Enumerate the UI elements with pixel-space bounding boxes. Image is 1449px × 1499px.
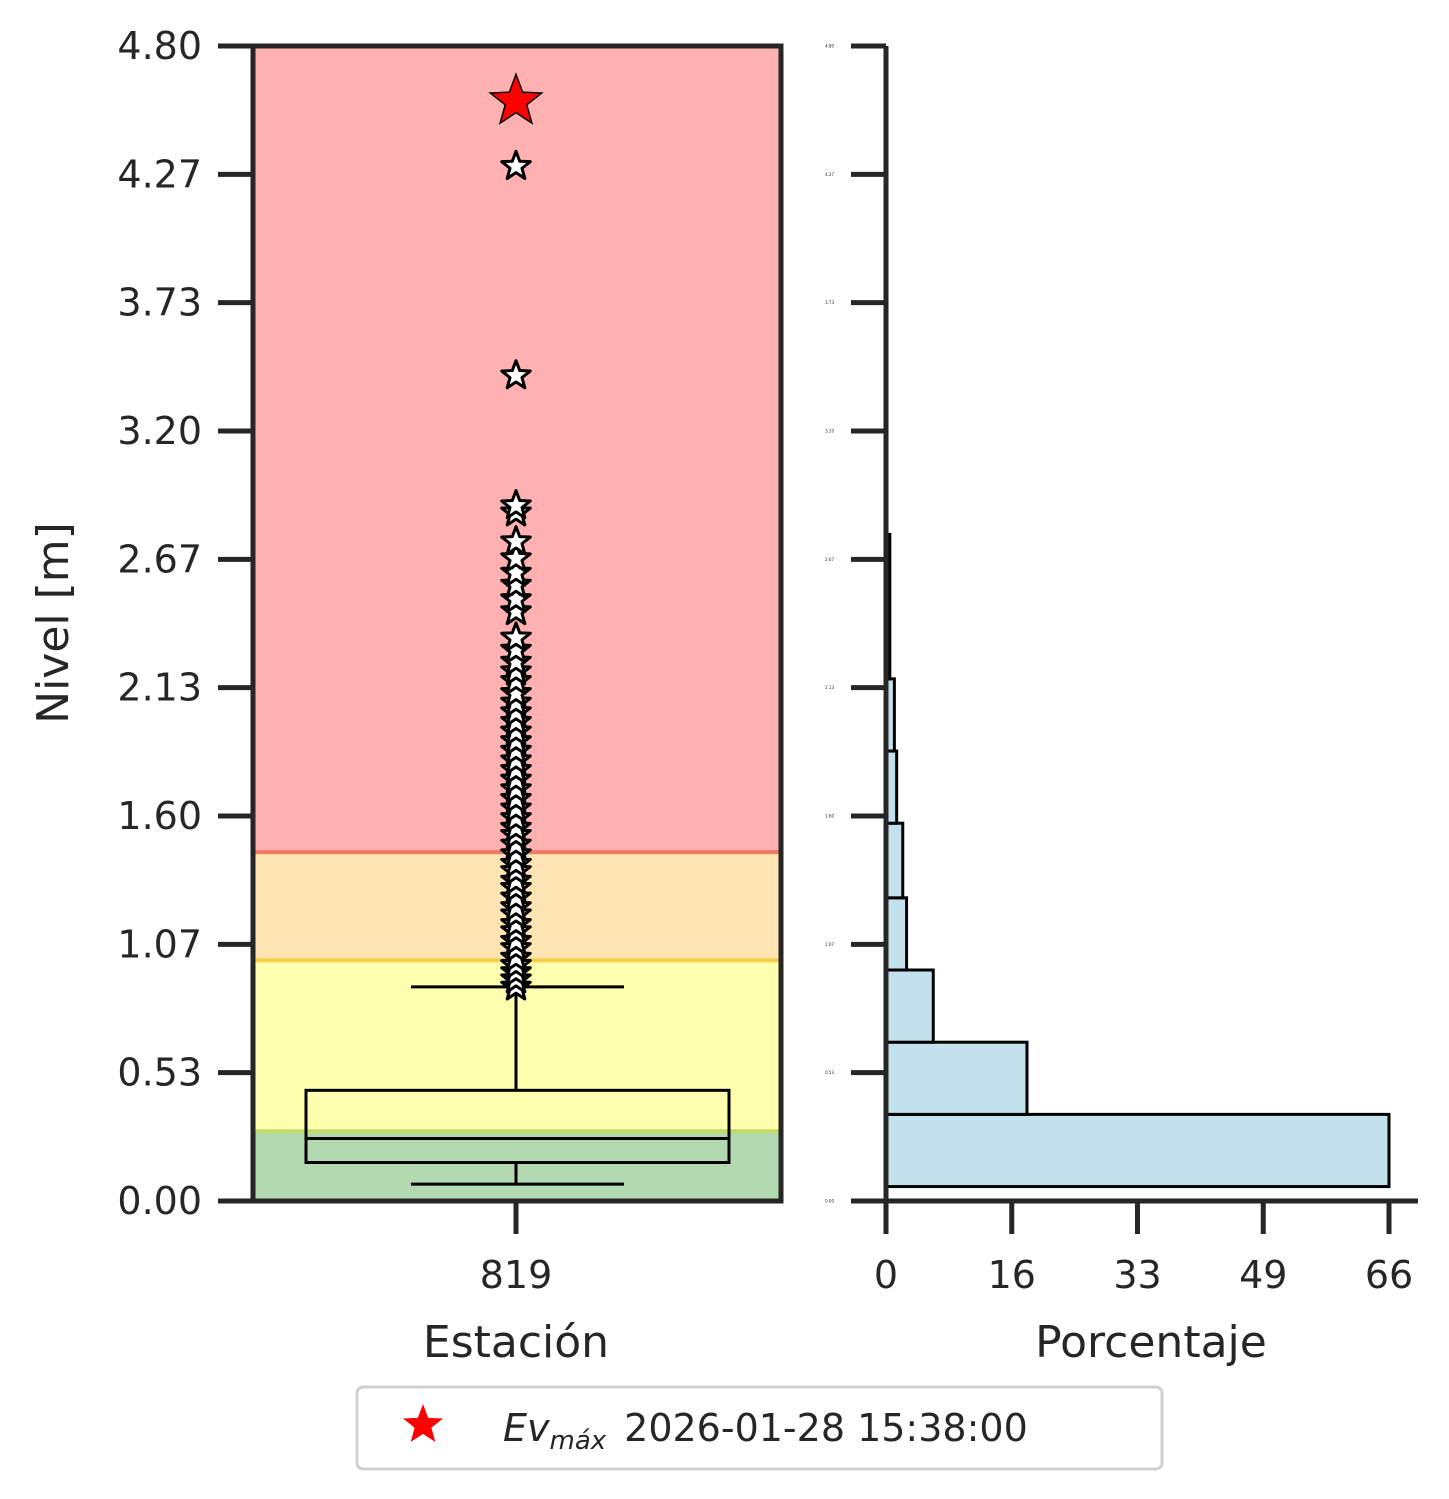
outlier-point-31 [500,696,532,727]
outlier-point-16 [500,838,532,869]
outlier-point-26 [500,744,532,775]
histogram-y-tick-label-2: 1.07 [825,942,834,947]
legend-label-base: Ev [503,1406,550,1450]
y-tick-label-5: 2.67 [117,537,202,581]
histogram-bar-3 [884,896,909,972]
histogram-x-tick-label-2: 33 [1113,1253,1161,1297]
histogram-panel: 0.00 0.53 1.07 1.60 2.13 2.67 3.20 3.73 4.27 4.80… [825,43,1418,1297]
outlier-point-15 [500,847,532,878]
outlier-point-13 [500,864,532,895]
outlier-point-29 [500,715,532,746]
histogram-y-tick-label-3: 1.60 [825,814,834,819]
iqr-box [304,1088,731,1164]
legend-frame [355,1385,1164,1471]
y-tick-label-2: 1.07 [117,922,202,966]
histogram-x-tick-label-0: 0 [874,1253,898,1297]
y-tick-label-4: 2.13 [117,666,202,710]
outlier-point-19 [500,811,532,842]
legend-label-date: 2026-01-28 15:38:00 [624,1406,1028,1450]
histogram-bar-2 [884,968,935,1044]
outlier-point-4 [500,941,532,972]
outlier-point-48 [500,149,532,180]
histogram-y-tick-label-5: 2.67 [825,557,834,562]
legend-label-sub: máx [550,1426,607,1456]
outlier-point-34 [500,664,532,695]
outlier-point-17 [500,828,532,859]
outlier-point-37 [500,633,532,664]
outlier-point-23 [500,773,532,804]
outlier-point-46 [500,489,532,520]
outlier-point-44 [500,525,532,556]
outlier-point-40 [500,582,532,614]
outlier-point-43 [500,542,532,573]
histogram-y-tick-label-4: 2.13 [825,685,834,690]
outlier-point-32 [500,686,532,717]
outlier-point-28 [500,724,532,756]
outlier-point-20 [500,801,532,833]
outlier-point-39 [500,594,532,626]
y-axis-title: Nivel [m] [28,522,79,724]
legend-star-marker [403,1404,443,1442]
legend-label: Evmáx 2026-01-28 15:38:00 [503,1406,1028,1456]
histogram-x-tick-label-4: 66 [1365,1253,1413,1297]
outlier-point-27 [500,734,532,765]
outlier-point-38 [500,621,532,652]
histogram-x-tick-label-3: 49 [1239,1253,1287,1297]
y-tick-label-8: 4.27 [117,152,202,196]
outlier-point-22 [500,782,532,813]
histogram-bar-4 [884,821,905,900]
histogram-y-tick-label-7: 3.73 [825,300,834,305]
outlier-point-11 [500,881,532,912]
histogram-bar-0 [884,1112,1391,1189]
outlier-point-33 [500,676,532,707]
histogram-y-tick-label-0: 0.00 [825,1199,834,1204]
histogram-y-tick-label-1: 0.53 [825,1070,834,1075]
histogram-bar-1 [884,1040,1029,1116]
y-tick-label-6: 3.20 [117,409,202,453]
histogram-y-tick-label-8: 4.27 [825,172,834,177]
max-event-marker [488,72,544,125]
histogram-y-tick-label-9: 4.80 [825,44,834,49]
y-tick-label-0: 0.00 [117,1179,202,1223]
outlier-point-47 [500,359,532,390]
histogram-x-tick-label-1: 16 [988,1253,1036,1297]
outlier-point-10 [500,890,532,922]
outlier-point-41 [500,568,532,599]
outlier-point-42 [500,556,532,587]
x-axis-title-left: Estación [423,1317,609,1368]
outlier-point-8 [500,907,532,938]
boxplot-panel: 0.00 0.53 1.07 1.60 2.13 2.67 3.20 3.73 4.27 4.80… [117,24,784,1297]
y-tick-label-9: 4.80 [117,24,202,68]
y-tick-label-1: 0.53 [117,1051,202,1095]
legend: Evmáx 2026-01-28 15:38:00 [355,1385,1164,1471]
outlier-point-6 [500,924,532,955]
outlier-point-21 [500,792,532,823]
x-axis-title-right: Porcentaje [1035,1317,1267,1368]
outlier-point-25 [500,753,532,784]
histogram-y-tick-label-6: 3.20 [825,429,834,434]
y-tick-label-7: 3.73 [117,281,202,325]
outlier-point-24 [500,763,532,794]
x-tick-label-station: 819 [480,1253,553,1297]
outlier-point-35 [500,655,532,686]
outlier-point-36 [500,645,532,676]
y-tick-label-3: 1.60 [117,794,202,838]
outlier-point-30 [500,705,532,736]
